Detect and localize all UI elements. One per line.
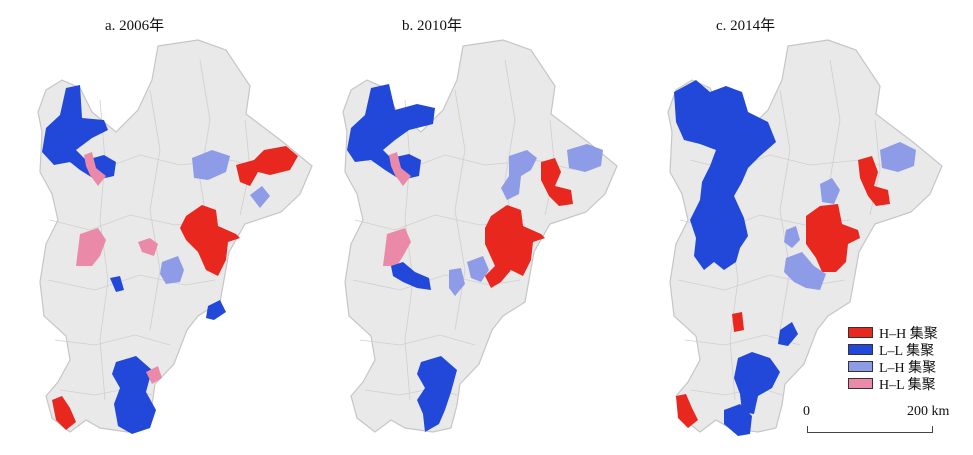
legend-swatch-hl xyxy=(848,378,873,389)
hh-cluster-southwest xyxy=(676,394,698,428)
ll-cluster-south xyxy=(734,352,780,414)
legend-label-hl: H–L 集聚 xyxy=(879,377,936,393)
ll-cluster-south xyxy=(417,356,457,432)
scale-bar-line xyxy=(807,426,933,433)
cluster-patches-2010 xyxy=(347,84,603,432)
lh-cluster-small-central xyxy=(449,268,465,296)
hh-cluster-north xyxy=(541,158,573,206)
ll-cluster-north-large xyxy=(674,80,776,270)
hl-cluster-west xyxy=(76,228,106,266)
lh-cluster-central-west xyxy=(784,226,800,248)
legend-swatch-ll xyxy=(848,344,873,355)
hh-cluster-central xyxy=(806,204,860,272)
hh-cluster-southwest xyxy=(52,396,76,430)
hh-cluster-central xyxy=(485,205,545,288)
lh-cluster-north xyxy=(501,150,537,200)
cluster-patches-2006 xyxy=(42,85,298,434)
ll-cluster-south-bottom xyxy=(724,404,752,436)
hl-cluster-small xyxy=(389,152,411,186)
hh-cluster-central xyxy=(180,205,240,276)
legend-item-ll: L–L 集聚 xyxy=(848,341,968,359)
legend-item-lh: L–H 集聚 xyxy=(848,358,968,376)
panel-title-2006: a. 2006年 xyxy=(105,18,165,34)
ll-cluster-small xyxy=(110,276,124,292)
scale-bar: 0 200 km xyxy=(803,404,949,434)
map-panel-2010 xyxy=(342,39,618,433)
ll-cluster-west xyxy=(391,262,431,290)
ll-cluster-south xyxy=(112,356,156,434)
legend-swatch-lh xyxy=(848,361,873,372)
legend-item-hl: H–L 集聚 xyxy=(848,375,968,393)
hh-cluster-south-small xyxy=(732,312,744,332)
hl-cluster-south xyxy=(146,366,162,384)
legend-label-lh: L–H 集聚 xyxy=(879,360,937,376)
lh-cluster-northeast xyxy=(567,144,603,172)
legend-item-hh: H–H 集聚 xyxy=(848,324,968,342)
map-panel-2006 xyxy=(37,39,313,434)
map-panel-2014 xyxy=(667,39,943,436)
legend-swatch-hh xyxy=(848,327,873,338)
cluster-patches-2014 xyxy=(674,80,916,436)
hl-cluster-west xyxy=(383,228,411,266)
scale-label-end: 200 km xyxy=(907,404,950,419)
lh-cluster-northeast xyxy=(192,150,230,180)
lh-cluster-east-small xyxy=(250,186,270,208)
hl-cluster-small xyxy=(84,152,106,186)
lh-cluster-central xyxy=(467,256,489,282)
legend-label-ll: L–L 集聚 xyxy=(879,343,935,359)
hh-cluster-northeast xyxy=(236,146,298,186)
hh-cluster-northeast xyxy=(858,156,890,206)
panel-title-2014: c. 2014年 xyxy=(716,18,776,34)
ll-cluster-northwest xyxy=(42,85,116,180)
legend: H–H 集聚 L–L 集聚 L–H 集聚 H–L 集聚 xyxy=(848,324,968,393)
ll-cluster-east-coast xyxy=(778,322,798,346)
lh-cluster-central-north xyxy=(820,178,840,204)
legend-label-hh: H–H 集聚 xyxy=(879,326,938,342)
ll-cluster-east-coast xyxy=(206,300,226,320)
ll-cluster-northwest xyxy=(347,84,435,180)
hl-cluster-middle xyxy=(138,238,158,256)
scale-label-start: 0 xyxy=(803,404,810,419)
panel-title-2010: b. 2010年 xyxy=(402,18,463,34)
lh-cluster-northeast xyxy=(880,142,916,172)
lh-cluster-central xyxy=(160,256,184,284)
lh-cluster-central-south xyxy=(784,252,826,290)
